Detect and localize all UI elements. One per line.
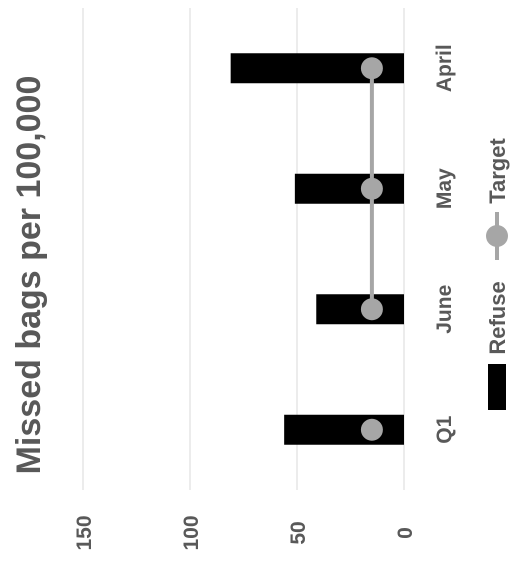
category-label-april: April [433,44,456,92]
bar-refuse-june [316,294,404,324]
refuse-bars [231,53,404,445]
category-labels: April May June Q1 [433,44,456,443]
category-label-may: May [433,168,456,209]
bar-refuse-q1 [284,415,404,445]
legend: Refuse Target [485,138,510,410]
value-axis-ticks: 0 50 100 150 [73,515,417,550]
tick-label-50: 50 [287,521,310,544]
legend-target-label: Target [485,138,510,204]
chart-title: Missed bags per 100,000 [10,76,48,475]
legend-refuse-label: Refuse [485,281,510,354]
bar-refuse-may [295,174,404,204]
category-label-q1: Q1 [433,415,456,443]
tick-label-100: 100 [180,515,203,550]
legend-target-marker-icon [486,225,508,247]
target-marker-june [361,298,383,320]
tick-label-0: 0 [394,527,417,539]
tick-label-150: 150 [73,515,96,550]
category-label-june: June [433,285,456,334]
target-marker-q1 [361,419,383,441]
target-marker-april [361,57,383,79]
legend-refuse-swatch [488,364,506,410]
target-marker-may [361,178,383,200]
